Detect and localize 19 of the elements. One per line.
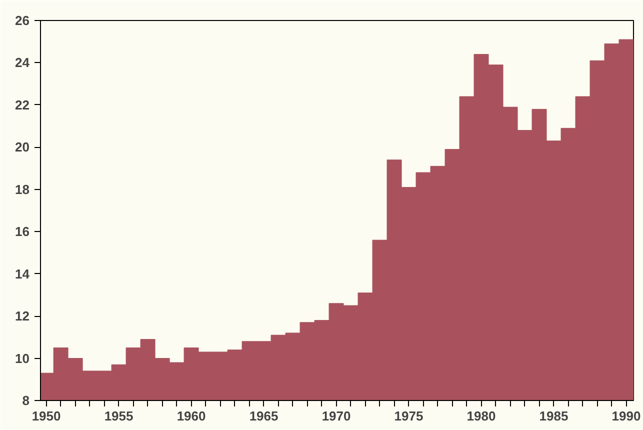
x-tick-label: 1970	[322, 408, 351, 424]
y-tick-label: 22	[15, 97, 30, 112]
x-tick-label: 1980	[466, 408, 496, 424]
x-tick-label: 1975	[394, 408, 424, 424]
y-tick-label: 12	[15, 308, 30, 324]
y-tick-label: 8	[22, 393, 30, 408]
y-tick-label: 18	[15, 182, 30, 197]
x-tick-label: 1960	[176, 408, 206, 424]
y-tick-label: 20	[15, 140, 30, 155]
y-tick-label: 14	[15, 266, 30, 282]
x-tick-label: 1990	[612, 408, 641, 424]
y-tick-label: 16	[15, 224, 30, 240]
x-tick-label: 1950	[32, 408, 61, 424]
x-tick-label: 1965	[249, 408, 278, 424]
x-tick-label: 1955	[104, 408, 134, 424]
y-tick-label: 24	[15, 55, 30, 70]
y-tick-label: 10	[15, 350, 30, 366]
x-tick-label: 1985	[539, 408, 568, 424]
y-tick-label: 26	[15, 13, 30, 28]
